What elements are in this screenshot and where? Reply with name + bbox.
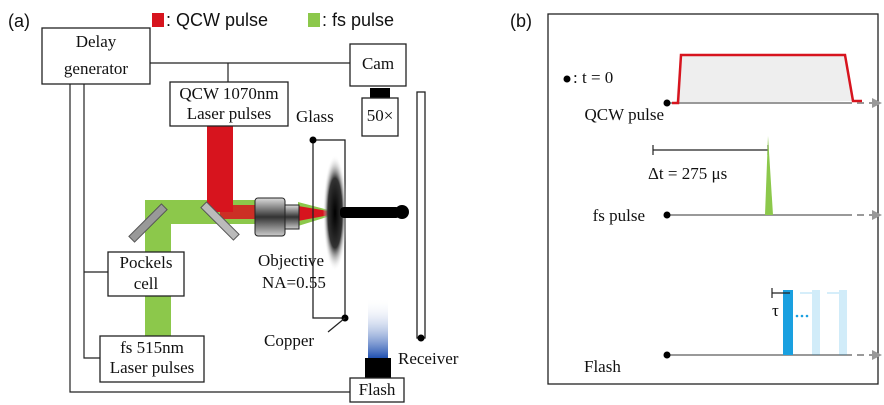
flash-label: Flash — [584, 357, 621, 376]
copper-label: Copper — [264, 331, 314, 350]
objective-lens — [255, 198, 285, 236]
legend-swatch — [308, 13, 320, 27]
legend-label: : fs pulse — [322, 10, 394, 30]
qcw-pulse-label: QCW pulse — [585, 105, 665, 124]
receiver-label: Receiver — [398, 349, 459, 368]
qcw-laser-label: Laser pulses — [187, 104, 272, 123]
panel-label: (b) — [510, 11, 532, 31]
marker-dot — [564, 76, 571, 83]
wire — [150, 63, 350, 82]
copper-wire — [395, 205, 409, 219]
magnification-label: 50× — [367, 106, 394, 125]
wire — [84, 84, 108, 358]
pockels-cell-label: Pockels — [120, 253, 173, 272]
marker-dot — [664, 212, 671, 219]
pockels-cell-label: cell — [134, 274, 159, 293]
leader — [328, 318, 345, 332]
legend-label: : QCW pulse — [166, 10, 268, 30]
fs-laser-label: Laser pulses — [110, 358, 195, 377]
panel-a: (a) : QCW pulse : fs pulse Glass — [8, 10, 459, 402]
flash-light — [368, 298, 388, 358]
marker-dot — [310, 137, 317, 144]
camera-label: Cam — [362, 54, 394, 73]
camera-mount — [370, 88, 390, 98]
flash-lamp — [365, 358, 391, 378]
copper-wire — [340, 207, 400, 218]
delay-generator-label: generator — [64, 59, 129, 78]
flash-pulse — [839, 290, 847, 355]
receiver — [417, 92, 425, 338]
t0-legend: : t = 0 — [573, 68, 613, 87]
figure: (a) : QCW pulse : fs pulse Glass — [0, 0, 884, 405]
marker-dot — [664, 100, 671, 107]
objective-label: Objective — [258, 251, 324, 270]
fs-pulse-label: fs pulse — [593, 206, 645, 225]
panel-b: (b) : t = 0 QCW pulse Δt = 275 μs fs pul… — [510, 11, 882, 384]
qcw-laser-label: QCW 1070nm — [179, 84, 278, 103]
qcw-beam — [207, 126, 233, 212]
flash-pulse — [812, 290, 820, 355]
fs-laser-label: fs 515nm — [120, 338, 184, 357]
glass-label: Glass — [296, 107, 334, 126]
ellipsis — [796, 315, 809, 318]
marker-dot — [418, 335, 425, 342]
objective-label: NA=0.55 — [262, 273, 326, 292]
qcw-pulse-fill — [676, 55, 853, 103]
objective-lens — [285, 205, 299, 229]
tau-label: τ — [772, 301, 779, 320]
flash-pulse — [783, 290, 793, 355]
marker-dot — [664, 352, 671, 359]
panel-label: (a) — [8, 11, 30, 31]
legend-swatch — [152, 13, 164, 27]
delay-label: Δt = 275 μs — [648, 164, 727, 183]
flash-label: Flash — [359, 380, 396, 399]
delay-generator-label: Delay — [76, 32, 117, 51]
qcw-beam — [220, 205, 260, 219]
